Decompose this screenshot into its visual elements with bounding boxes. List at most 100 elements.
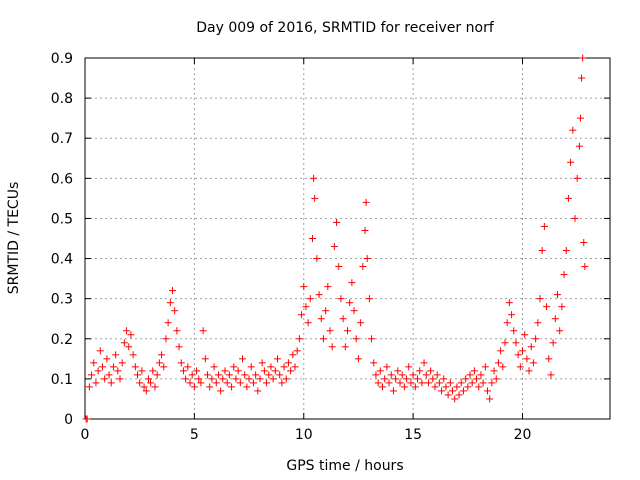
- data-point: [335, 263, 343, 271]
- data-point: [134, 371, 141, 379]
- data-point: [173, 327, 181, 335]
- data-point: [125, 343, 133, 351]
- data-point: [107, 379, 115, 387]
- data-point: [221, 367, 229, 375]
- data-point: [210, 363, 218, 371]
- data-point: [370, 359, 378, 367]
- data-point: [103, 355, 111, 363]
- data-point: [543, 303, 551, 311]
- axis-ticks: [84, 57, 610, 420]
- data-point: [217, 387, 225, 395]
- data-point: [427, 367, 435, 375]
- data-point: [234, 367, 242, 375]
- data-point: [457, 379, 465, 387]
- data-point: [208, 375, 216, 383]
- data-point: [429, 375, 437, 383]
- data-point: [580, 239, 588, 247]
- data-point: [418, 379, 426, 387]
- data-point: [576, 114, 584, 122]
- data-point: [328, 343, 336, 351]
- data-point: [219, 375, 227, 383]
- data-point: [492, 375, 500, 383]
- data-point: [85, 383, 93, 391]
- data-point: [383, 363, 391, 371]
- data-point: [389, 387, 397, 395]
- data-point: [575, 142, 583, 150]
- data-point: [158, 351, 166, 359]
- data-point: [442, 383, 450, 391]
- data-point: [499, 363, 507, 371]
- y-tick-label: 0.4: [51, 252, 73, 268]
- data-points: [82, 54, 589, 423]
- data-point: [94, 367, 102, 375]
- data-point: [254, 387, 262, 395]
- data-point: [333, 218, 341, 226]
- data-point: [127, 331, 135, 339]
- data-point: [414, 375, 421, 383]
- data-point: [398, 371, 406, 379]
- data-point: [258, 359, 266, 367]
- data-point: [438, 387, 446, 395]
- data-point: [341, 343, 349, 351]
- data-point: [90, 359, 98, 367]
- data-point: [267, 363, 275, 371]
- data-point: [313, 255, 321, 263]
- data-point: [269, 375, 277, 383]
- data-point: [151, 383, 159, 391]
- data-point: [304, 319, 312, 327]
- data-point: [523, 355, 531, 363]
- data-point: [116, 375, 124, 383]
- data-point: [362, 198, 370, 206]
- data-point: [112, 351, 120, 359]
- data-point: [169, 287, 176, 295]
- data-point: [545, 355, 553, 363]
- data-point: [186, 379, 194, 387]
- data-point: [190, 383, 198, 391]
- data-point: [249, 379, 257, 387]
- data-point: [536, 295, 544, 303]
- data-point: [193, 367, 201, 375]
- data-point: [330, 243, 338, 251]
- data-point: [147, 379, 155, 387]
- data-point: [274, 355, 281, 363]
- data-point: [278, 379, 286, 387]
- data-point: [521, 331, 529, 339]
- data-point: [379, 383, 386, 391]
- data-point: [149, 367, 157, 375]
- data-point: [376, 367, 384, 375]
- data-point: [475, 383, 483, 391]
- data-point: [199, 327, 207, 335]
- data-point: [182, 375, 190, 383]
- data-point: [300, 283, 308, 291]
- data-point: [581, 263, 589, 271]
- data-point: [129, 351, 137, 359]
- data-point: [346, 299, 354, 307]
- data-point: [142, 387, 150, 395]
- data-point: [374, 379, 382, 387]
- data-point: [558, 303, 566, 311]
- data-point: [449, 387, 456, 395]
- data-point: [291, 363, 299, 371]
- data-point: [354, 355, 362, 363]
- data-point: [372, 371, 380, 379]
- data-point: [322, 307, 330, 315]
- data-point: [532, 335, 540, 343]
- data-point: [293, 347, 301, 355]
- data-point: [352, 335, 360, 343]
- data-point: [319, 335, 327, 343]
- data-point: [276, 371, 284, 379]
- data-point: [368, 335, 376, 343]
- data-point: [243, 383, 251, 391]
- data-point: [326, 327, 334, 335]
- data-point: [551, 315, 559, 323]
- y-tick-label: 0.9: [51, 51, 73, 67]
- data-point: [534, 319, 542, 327]
- data-point: [236, 379, 244, 387]
- data-point: [123, 327, 131, 335]
- data-point: [479, 379, 487, 387]
- data-point: [503, 319, 511, 327]
- data-point: [407, 379, 415, 387]
- data-point: [481, 363, 489, 371]
- data-point: [120, 339, 128, 347]
